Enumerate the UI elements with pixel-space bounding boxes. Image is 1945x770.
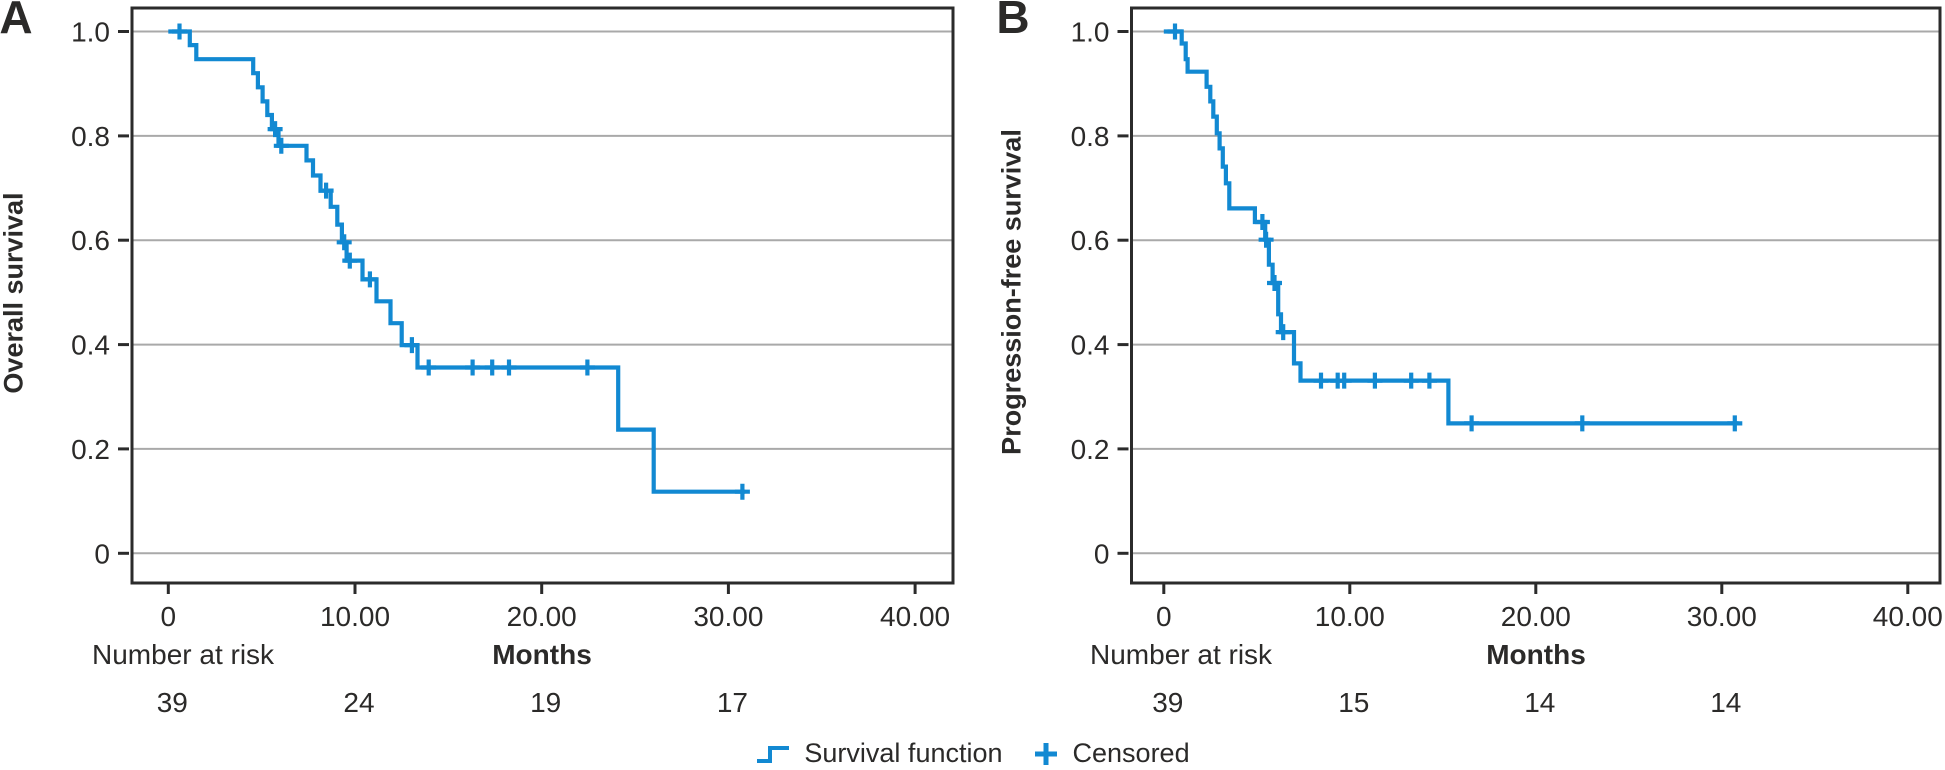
- at-risk-count: 24: [343, 687, 374, 718]
- at-risk-count: 39: [157, 687, 188, 718]
- y-tick-label: 0.4: [1071, 330, 1110, 361]
- legend-censored-label: Censored: [1072, 738, 1190, 768]
- censor-mark: [1254, 214, 1270, 230]
- x-tick-label: 30.00: [693, 601, 763, 632]
- censor-mark: [362, 271, 378, 288]
- censor-mark: [1258, 231, 1274, 248]
- x-tick-label: 20.00: [1501, 601, 1571, 632]
- y-tick-label: 0.8: [1071, 121, 1110, 152]
- y-tick-label: 1.0: [71, 17, 110, 48]
- censor-mark: [318, 182, 334, 199]
- at-risk-count: 17: [717, 687, 748, 718]
- x-tick-label: 10.00: [320, 601, 390, 632]
- censor-mark: [1275, 324, 1291, 341]
- censor-mark: [421, 359, 437, 376]
- censor-mark: [1421, 372, 1437, 389]
- panel-letter-b: B: [996, 0, 1030, 43]
- survival-curve: [1163, 29, 1739, 426]
- survival-function-line-icon: [755, 741, 791, 767]
- censor-mark: [1267, 275, 1282, 291]
- censor-mark: [1367, 372, 1383, 389]
- y-tick-label: 0: [1094, 538, 1110, 569]
- legend-survival-function-label: Survival function: [804, 738, 1003, 768]
- censor-mark: [404, 337, 420, 354]
- x-axis-title-months-a: Months: [492, 639, 592, 670]
- censor-mark: [1403, 372, 1419, 389]
- y-tick-label: 1.0: [1071, 17, 1110, 48]
- censor-mark: [172, 23, 187, 40]
- censor-mark: [734, 483, 750, 500]
- number-at-risk-label-b: Number at risk: [1090, 639, 1273, 670]
- censor-mark: [336, 234, 352, 251]
- censor-mark: [1167, 23, 1183, 40]
- at-risk-count: 39: [1152, 687, 1183, 718]
- legend: Survival function Censored: [0, 737, 1945, 770]
- y-tick-label: 0.2: [71, 434, 110, 465]
- censor-mark: [267, 121, 283, 138]
- x-tick-label: 0: [161, 601, 177, 632]
- censor-mark: [342, 252, 358, 269]
- censored-plus-icon: [1032, 740, 1060, 768]
- at-risk-count: 14: [1524, 687, 1555, 718]
- censor-mark: [1313, 372, 1329, 389]
- at-risk-count: 15: [1338, 687, 1369, 718]
- censor-mark: [1727, 415, 1743, 432]
- x-tick-label: 20.00: [507, 601, 577, 632]
- censor-mark: [1464, 415, 1480, 432]
- panel-letter-a: A: [0, 0, 33, 43]
- x-tick-label: 30.00: [1687, 601, 1757, 632]
- x-tick-label: 40.00: [1873, 601, 1943, 632]
- censor-mark: [501, 359, 517, 376]
- censor-mark: [1574, 415, 1590, 432]
- number-at-risk-label-a: Number at risk: [92, 639, 275, 670]
- y-tick-label: 0.2: [1071, 434, 1110, 465]
- censor-mark: [579, 359, 595, 376]
- x-tick-label: 40.00: [880, 601, 950, 632]
- x-tick-label: 0: [1156, 601, 1172, 632]
- y-tick-label: 0: [94, 538, 110, 569]
- x-tick-label: 10.00: [1315, 601, 1385, 632]
- censor-mark: [273, 137, 289, 154]
- y-tick-label: 0.4: [71, 330, 110, 361]
- at-risk-count: 14: [1710, 687, 1741, 718]
- y-tick-label: 0.8: [71, 121, 110, 152]
- censor-mark: [1336, 372, 1352, 389]
- survival-curve: [168, 29, 746, 494]
- plot-frame: [1130, 6, 1942, 585]
- censor-mark: [465, 359, 481, 376]
- y-tick-label: 0.6: [71, 225, 110, 256]
- y-tick-label: 0.6: [1071, 225, 1110, 256]
- censor-mark: [484, 359, 500, 376]
- y-axis-title-overall-survival: Overall survival: [0, 192, 29, 394]
- at-risk-count: 19: [530, 687, 561, 718]
- y-axis-title-progression-free-survival: Progression-free survival: [996, 129, 1027, 455]
- x-axis-title-months-b: Months: [1486, 639, 1586, 670]
- plot-frame: [130, 6, 955, 585]
